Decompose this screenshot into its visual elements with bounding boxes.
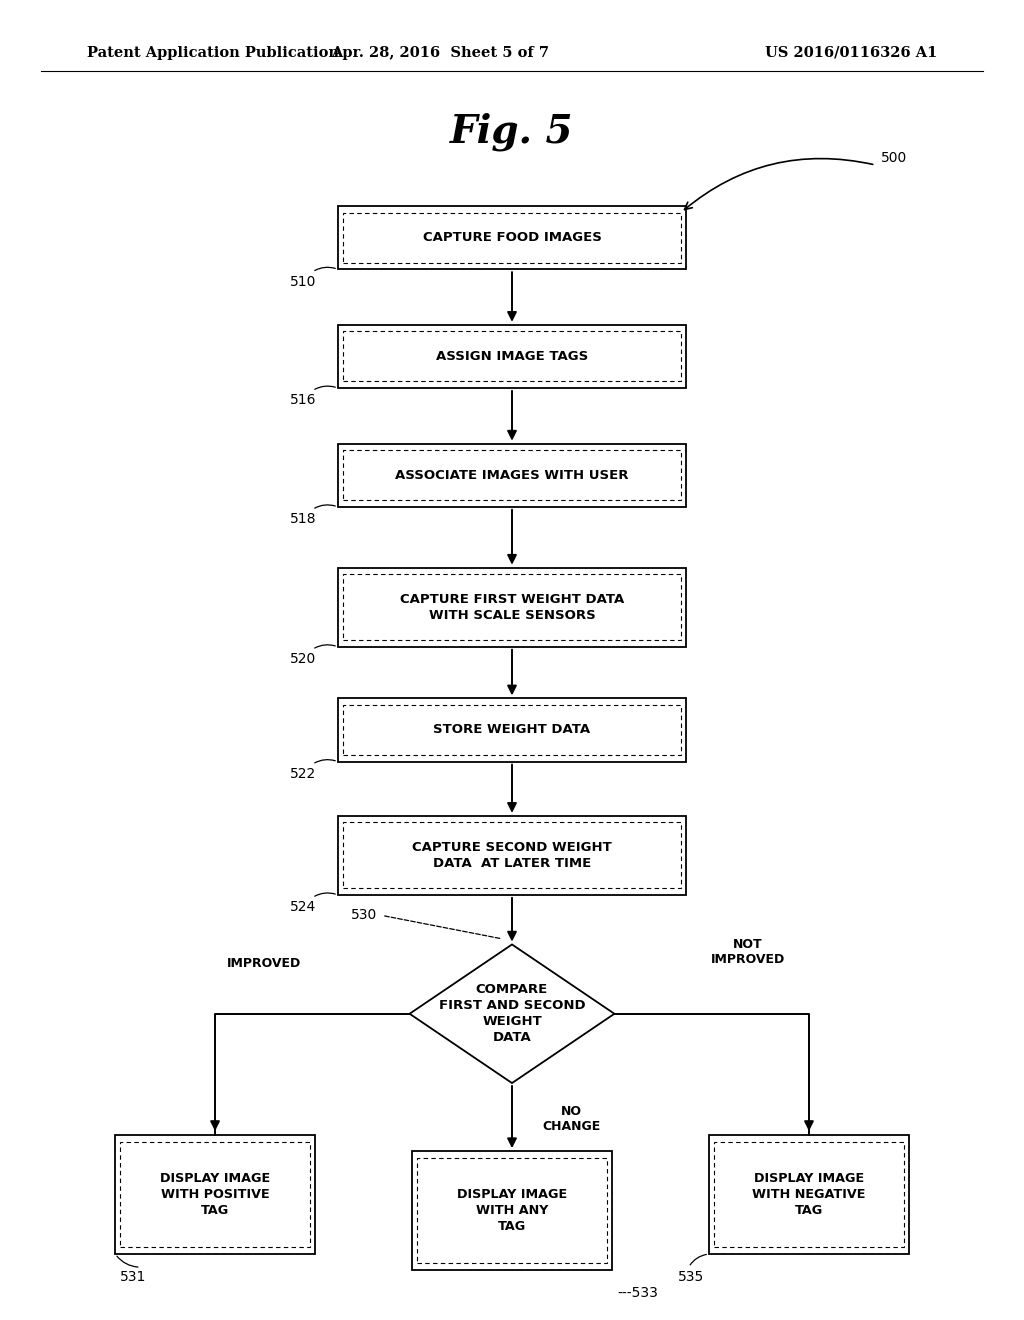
Text: DISPLAY IMAGE
WITH NEGATIVE
TAG: DISPLAY IMAGE WITH NEGATIVE TAG <box>753 1172 865 1217</box>
Bar <box>343 331 681 381</box>
Text: 524: 524 <box>290 900 316 915</box>
Text: CAPTURE FOOD IMAGES: CAPTURE FOOD IMAGES <box>423 231 601 244</box>
Text: CAPTURE SECOND WEIGHT
DATA  AT LATER TIME: CAPTURE SECOND WEIGHT DATA AT LATER TIME <box>412 841 612 870</box>
Text: NO
CHANGE: NO CHANGE <box>543 1105 601 1133</box>
Text: 510: 510 <box>290 275 316 289</box>
Text: DISPLAY IMAGE
WITH POSITIVE
TAG: DISPLAY IMAGE WITH POSITIVE TAG <box>160 1172 270 1217</box>
Bar <box>418 1158 606 1263</box>
Text: DISPLAY IMAGE
WITH ANY
TAG: DISPLAY IMAGE WITH ANY TAG <box>457 1188 567 1233</box>
Text: Apr. 28, 2016  Sheet 5 of 7: Apr. 28, 2016 Sheet 5 of 7 <box>332 46 549 59</box>
Bar <box>343 822 681 888</box>
Text: 530: 530 <box>350 908 377 923</box>
Bar <box>338 568 686 647</box>
Text: ---533: ---533 <box>616 1286 657 1300</box>
Bar <box>338 206 686 269</box>
Bar <box>709 1135 909 1254</box>
Text: STORE WEIGHT DATA: STORE WEIGHT DATA <box>433 723 591 737</box>
Text: 518: 518 <box>290 512 316 527</box>
Text: NOT
IMPROVED: NOT IMPROVED <box>711 939 784 966</box>
Text: COMPARE
FIRST AND SECOND
WEIGHT
DATA: COMPARE FIRST AND SECOND WEIGHT DATA <box>438 983 586 1044</box>
Bar <box>338 325 686 388</box>
Text: 535: 535 <box>678 1270 705 1284</box>
Bar <box>338 698 686 762</box>
Text: IMPROVED: IMPROVED <box>227 957 301 970</box>
Bar <box>343 450 681 500</box>
Text: Fig. 5: Fig. 5 <box>451 112 573 152</box>
Text: ASSOCIATE IMAGES WITH USER: ASSOCIATE IMAGES WITH USER <box>395 469 629 482</box>
Bar <box>343 213 681 263</box>
Bar <box>343 574 681 640</box>
Bar <box>715 1142 904 1247</box>
Text: 520: 520 <box>290 652 316 667</box>
Text: 516: 516 <box>290 393 316 408</box>
Polygon shape <box>410 945 614 1082</box>
Text: 500: 500 <box>881 152 907 165</box>
Text: US 2016/0116326 A1: US 2016/0116326 A1 <box>765 46 937 59</box>
Text: ASSIGN IMAGE TAGS: ASSIGN IMAGE TAGS <box>436 350 588 363</box>
Bar <box>115 1135 315 1254</box>
Bar <box>338 816 686 895</box>
Text: CAPTURE FIRST WEIGHT DATA
WITH SCALE SENSORS: CAPTURE FIRST WEIGHT DATA WITH SCALE SEN… <box>400 593 624 622</box>
Text: 522: 522 <box>290 767 316 781</box>
Bar <box>121 1142 309 1247</box>
Bar <box>338 444 686 507</box>
Text: 531: 531 <box>121 1270 146 1284</box>
Bar <box>343 705 681 755</box>
Text: Patent Application Publication: Patent Application Publication <box>87 46 339 59</box>
Bar <box>412 1151 611 1270</box>
